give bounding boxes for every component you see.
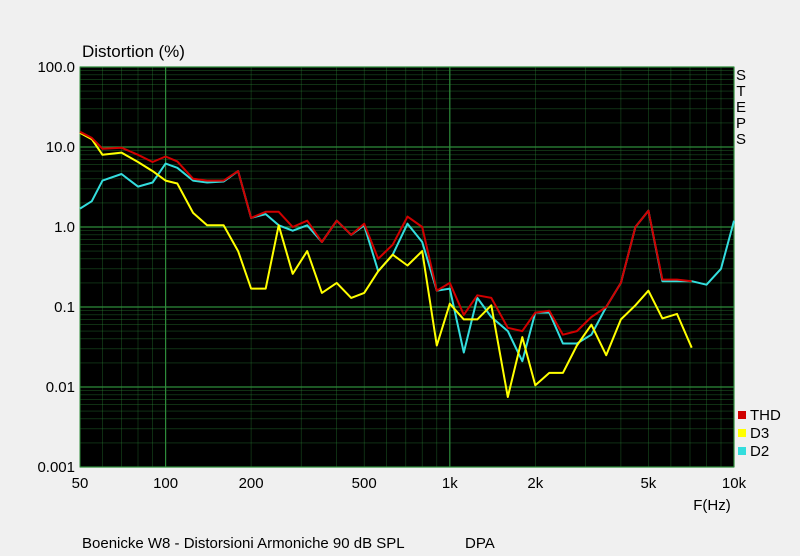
series-layer [79, 130, 735, 398]
x-tick-label: 2k [527, 475, 543, 492]
plot-area [80, 67, 734, 467]
x-tick-label: 1k [442, 475, 458, 492]
legend-label-thd: THD [750, 407, 781, 424]
side-label-letter: T [736, 83, 745, 100]
x-tick-label: 200 [239, 475, 264, 492]
side-label-letter: S [736, 67, 746, 84]
x-axis-ticks: 50 100 200 500 1k 2k 5k 10k [72, 475, 747, 492]
x-tick-label: 5k [640, 475, 656, 492]
caption-tag: DPA [465, 535, 495, 552]
x-tick-label: 500 [352, 475, 377, 492]
y-tick-label: 0.01 [46, 379, 75, 396]
series-line-d3 [79, 132, 693, 398]
side-label-letter: P [736, 115, 746, 132]
series-line-thd [79, 130, 692, 336]
chart-title: Distortion (%) [82, 42, 185, 61]
x-tick-label: 100 [153, 475, 178, 492]
plot-border [79, 66, 735, 468]
x-axis-label: F(Hz) [693, 497, 731, 514]
y-tick-label: 0.001 [37, 459, 75, 476]
legend-swatch-d3 [738, 429, 746, 437]
side-label-letter: S [736, 131, 746, 148]
x-tick-label: 50 [72, 475, 89, 492]
y-tick-label: 100.0 [37, 59, 75, 76]
y-tick-label: 1.0 [54, 219, 75, 236]
caption-text: Boenicke W8 - Distorsioni Armoniche 90 d… [82, 535, 405, 552]
x-tick-label: 10k [722, 475, 747, 492]
y-tick-label: 10.0 [46, 139, 75, 156]
legend-swatch-thd [738, 411, 746, 419]
side-label-letter: E [736, 99, 746, 116]
legend-swatch-d2 [738, 447, 746, 455]
y-tick-label: 0.1 [54, 299, 75, 316]
grid-minor [80, 67, 734, 467]
legend-label-d2: D2 [750, 443, 769, 460]
y-axis-ticks: 100.0 10.0 1.0 0.1 0.01 0.001 [37, 59, 75, 476]
legend-label-d3: D3 [750, 425, 769, 442]
